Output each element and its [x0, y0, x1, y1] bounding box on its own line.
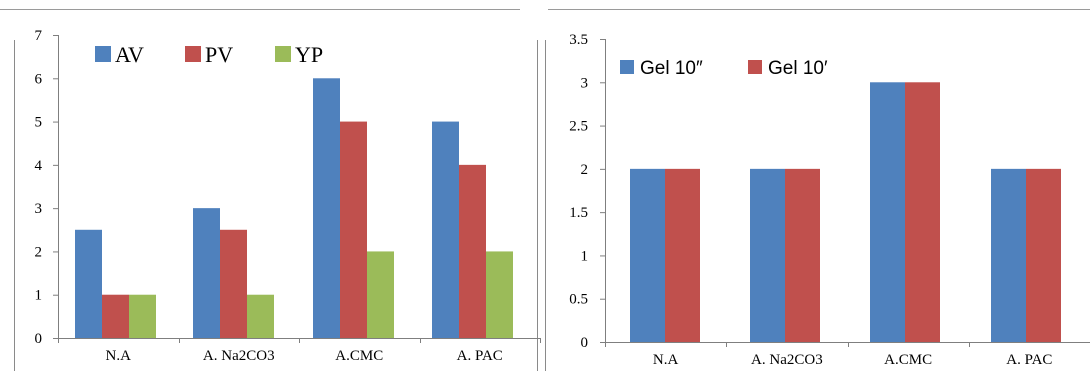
bar-yp-0 [129, 294, 156, 338]
y-tick-label: 3.5 [569, 32, 588, 48]
y-tick-label: 2 [581, 162, 589, 178]
y-tick-label: 1.5 [569, 205, 588, 221]
y-tick-label: 5 [35, 115, 43, 131]
legend-label: Gel 10′ [768, 58, 828, 79]
bar-pv-2 [340, 121, 367, 338]
legend-swatch [95, 46, 111, 62]
bar-yp-1 [247, 294, 274, 338]
legend-swatch [275, 46, 291, 62]
y-tick-label: 2.5 [569, 119, 588, 135]
x-category-label: N.A [106, 348, 132, 364]
y-tick-label: 1 [35, 288, 43, 304]
x-category-label: N.A [653, 352, 679, 368]
bar-gel-10--3 [1026, 168, 1061, 342]
bar-av-3 [432, 121, 459, 338]
bar-yp-3 [486, 251, 513, 338]
y-tick-label: 0.5 [569, 292, 588, 308]
bar-gel-10--0 [630, 168, 665, 342]
bar-gel-10--2 [905, 82, 940, 343]
bar-gel-10--1 [750, 168, 785, 342]
legend-label: PV [205, 42, 233, 67]
y-tick-label: 0 [35, 331, 43, 347]
y-tick-label: 2 [35, 244, 43, 260]
bar-gel-10--3 [991, 168, 1026, 342]
bar-av-1 [193, 208, 220, 338]
legend-swatch [185, 46, 201, 62]
x-category-label: A. Na2CO3 [203, 348, 275, 364]
bar-pv-1 [220, 229, 247, 338]
legend-label: AV [115, 42, 144, 67]
right-bar-chart: 0 0.5 1 1.5 2 2.5 3 3.5 N.A A. Na2CO3 A.CMC A. PAC G… [569, 32, 1090, 368]
y-tick-label: 3 [581, 75, 589, 91]
bar-av-0 [75, 229, 102, 338]
bar-gel-10--1 [785, 168, 820, 342]
legend-label: Gel 10″ [640, 58, 703, 79]
bar-av-2 [313, 78, 340, 339]
legend: Gel 10″ Gel 10′ [620, 58, 828, 79]
left-bar-chart: 0 1 2 3 4 5 6 7 N.A A. Na2CO3 A.CMC A. PAC AV PV YP [35, 28, 541, 364]
y-tick-label: 1 [581, 248, 589, 264]
bar-yp-2 [367, 251, 394, 338]
legend: AV PV YP [95, 42, 323, 67]
y-tick-label: 4 [35, 158, 43, 174]
x-category-label: A.CMC [884, 352, 932, 368]
legend-label: YP [295, 42, 323, 67]
x-category-label: A. Na2CO3 [751, 352, 823, 368]
bar-pv-0 [102, 294, 129, 338]
frame-lines [0, 9, 1090, 371]
y-tick-label: 0 [581, 335, 589, 351]
bar-pv-3 [459, 164, 486, 338]
y-tick-label: 6 [35, 71, 43, 87]
y-tick-label: 7 [35, 28, 43, 44]
legend-swatch [748, 60, 762, 74]
x-category-label: A. PAC [457, 348, 503, 364]
x-category-label: A.CMC [335, 348, 383, 364]
bar-gel-10--2 [870, 82, 905, 343]
bar-gel-10--0 [665, 168, 700, 342]
x-category-label: A. PAC [1006, 352, 1052, 368]
y-tick-label: 3 [35, 201, 43, 217]
legend-swatch [620, 60, 634, 74]
